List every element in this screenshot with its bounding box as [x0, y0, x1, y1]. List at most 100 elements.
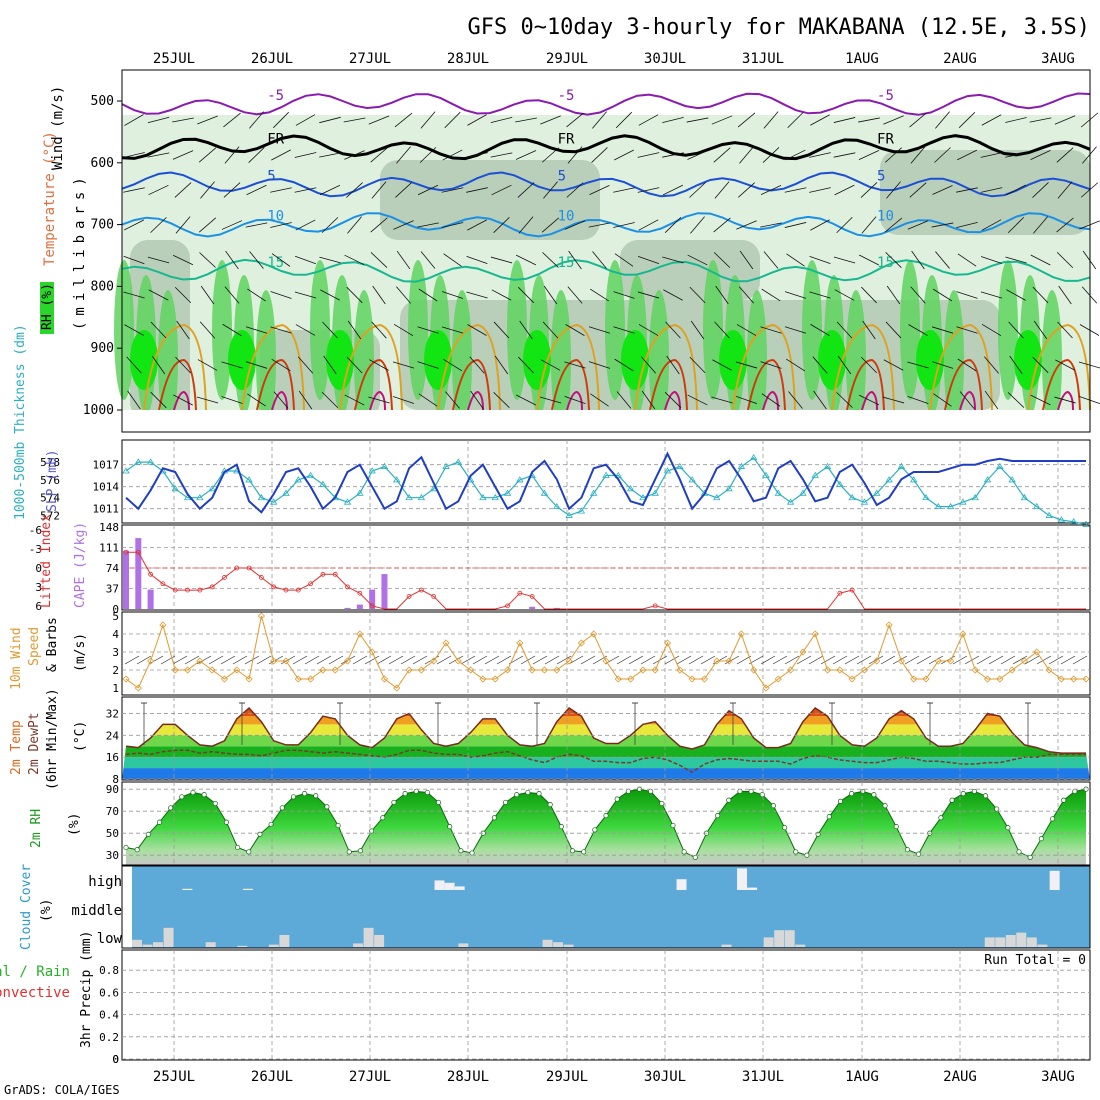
vertical-profile-y-axis: 500 600 700 800 900 1000: [83, 94, 122, 418]
wind10-units-label: (m/s): [73, 633, 88, 672]
rh-point: [436, 799, 442, 805]
lifted-index-point: [652, 603, 658, 609]
wind-barb: [271, 149, 291, 161]
wind10-barb: [580, 655, 596, 665]
wind10-barb: [916, 655, 932, 665]
wind10-point: [897, 657, 905, 665]
wind-barb: [590, 393, 609, 407]
surface-isotherm: [241, 323, 305, 411]
thickness-point: [208, 485, 216, 492]
wind10-point: [405, 666, 413, 674]
wind-barb: [494, 355, 509, 375]
cape-tick-label: 74: [106, 562, 120, 575]
wind10-barb: [316, 655, 332, 665]
wind-barb: [885, 252, 902, 268]
rh-point: [302, 791, 308, 797]
rh-tick-label: 90: [106, 783, 119, 796]
temp-band: [122, 757, 1090, 769]
cloud-high-bar: [747, 887, 758, 890]
wind-barb: [221, 361, 243, 369]
surface-isotherm: [339, 323, 403, 411]
wind10-barb: [136, 655, 152, 665]
wind-barb: [980, 187, 1003, 193]
wind-barb: [884, 217, 903, 233]
wind-barb: [320, 289, 340, 301]
wind10-line: [125, 615, 1086, 689]
wind10-barb: [976, 655, 992, 665]
date-label-bottom: 28JUL: [447, 1069, 489, 1085]
rh-point: [380, 815, 386, 821]
wind-barb: [690, 320, 705, 340]
wind-barb: [493, 321, 510, 339]
wind-barb: [640, 356, 657, 374]
wind-barb: [124, 219, 144, 231]
surface-isotherm: [536, 323, 600, 411]
wind-barb: [910, 286, 926, 304]
rh-point: [313, 793, 319, 799]
wind-barb: [909, 112, 927, 128]
wind-barb: [809, 152, 831, 158]
rh-point: [134, 847, 140, 853]
wind-barb: [784, 326, 807, 334]
thickness-point: [922, 493, 930, 501]
wind-barb: [295, 255, 316, 265]
wind10-point: [602, 657, 610, 665]
wind-barb: [956, 187, 978, 193]
wind10-point: [811, 630, 819, 638]
wind10-point: [823, 666, 832, 674]
lifted-index-point: [123, 549, 129, 555]
wind-barb: [393, 323, 414, 337]
wind10-barb: [256, 655, 272, 665]
wind10-barb: [904, 655, 920, 665]
isotherm-label: -5: [267, 88, 284, 104]
wind-barb: [1007, 392, 1025, 408]
wind-barb: [245, 222, 268, 228]
wind10-point: [159, 621, 167, 629]
wind10-barb: [160, 655, 176, 665]
wind-barb: [321, 391, 339, 409]
wind-barb: [319, 184, 341, 196]
lifted-index-point: [135, 549, 141, 555]
wind-barb: [221, 220, 243, 230]
thickness-point: [356, 489, 364, 496]
cloud-high-bar: [1049, 870, 1060, 890]
temp2m-label: 2m Temp: [9, 720, 24, 775]
surface-isotherm-warm: [354, 358, 393, 411]
wind-barb: [712, 359, 732, 371]
panel-frame: [121, 949, 1091, 1061]
cloud-low-bar: [374, 935, 385, 947]
isotherm-label: 5: [558, 168, 566, 184]
cloud-low-bar: [542, 939, 553, 947]
bottom-date-axis: 25JUL 26JUL 27JUL 28JUL 29JUL 30JUL 31JUL 1AUG 2…: [153, 1069, 1075, 1085]
rh-shade-mid: [380, 160, 600, 240]
date-label-top: 30JUL: [644, 51, 686, 67]
wind-barb: [714, 321, 730, 339]
wind-barb: [567, 146, 583, 164]
thickness-point: [1008, 476, 1016, 483]
thickness-point: [934, 502, 943, 510]
temperature-2m-labels: 2m Temp 2m DewPt (6hr Min/Max) (°C): [9, 688, 88, 790]
thickness-point: [405, 493, 413, 501]
wind10-barb: [544, 655, 560, 665]
isotherm-line: [121, 134, 1091, 161]
wind10-point: [1082, 675, 1090, 683]
wind10-barb: [1012, 655, 1028, 665]
surface-isotherm: [831, 323, 895, 411]
wind10-point: [430, 657, 438, 665]
surface-isotherm-hot: [467, 390, 484, 411]
rh2m-units-label: (%): [67, 813, 82, 836]
wind-barb: [886, 285, 901, 305]
wind-barb: [369, 359, 389, 371]
wind-barb: [518, 356, 534, 374]
wind-barb: [123, 187, 145, 193]
wind-barb: [566, 182, 584, 198]
pressure-tick-label: 800: [91, 279, 114, 294]
wind10-tick-label: 3: [112, 646, 119, 659]
wind-barb: [197, 115, 218, 125]
cloud-high-bar: [242, 888, 253, 890]
date-label-bottom: 27JUL: [349, 1069, 391, 1085]
wind10-point: [233, 666, 241, 674]
wind-barb: [662, 152, 684, 158]
isotherm-label: 10: [877, 209, 894, 225]
cape-bar: [369, 589, 376, 609]
